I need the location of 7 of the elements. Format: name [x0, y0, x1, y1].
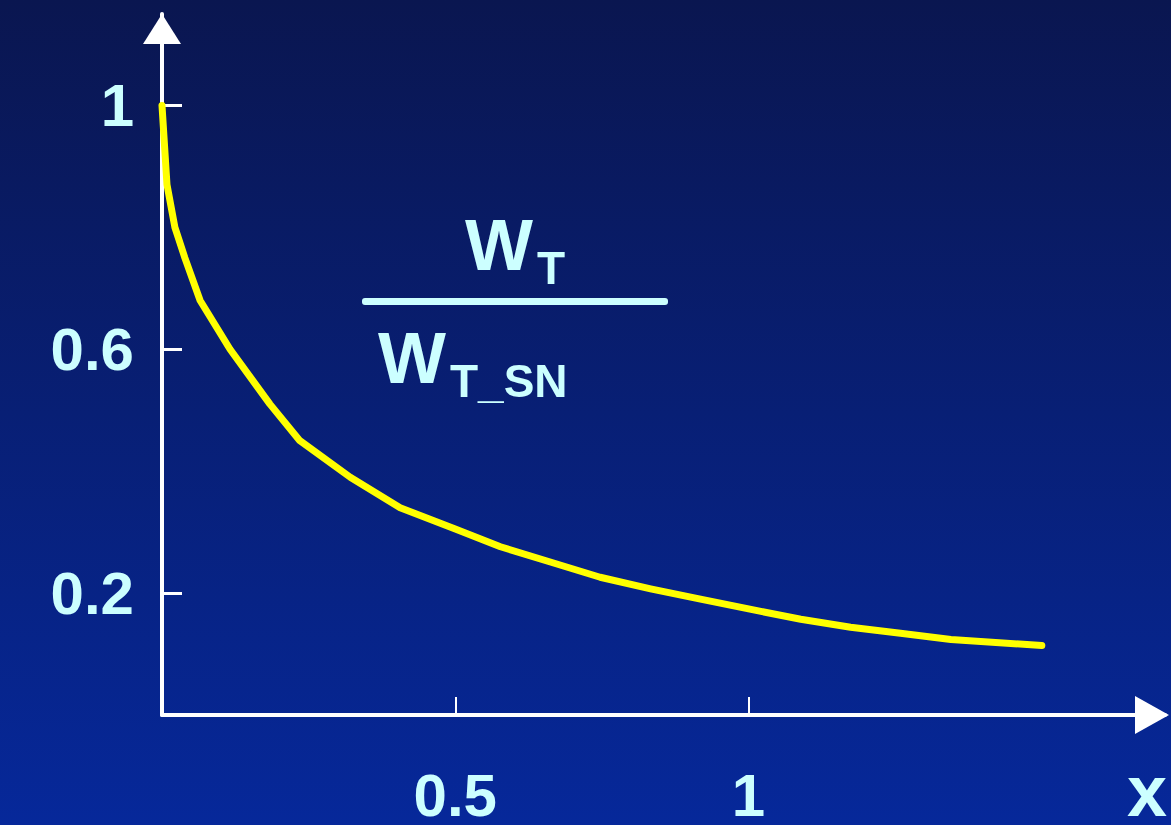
y-tick-label: 0.2 [50, 559, 134, 627]
x-tick-label: 0.5 [413, 761, 497, 825]
y-tick-label: 0.6 [50, 315, 134, 383]
y-tick-label: 1 [100, 71, 134, 139]
annotation: W$_{T}$ [463, 205, 567, 296]
annotation: W$_{T_SN}$ [378, 318, 569, 409]
x-axis-title: x [1126, 751, 1167, 825]
